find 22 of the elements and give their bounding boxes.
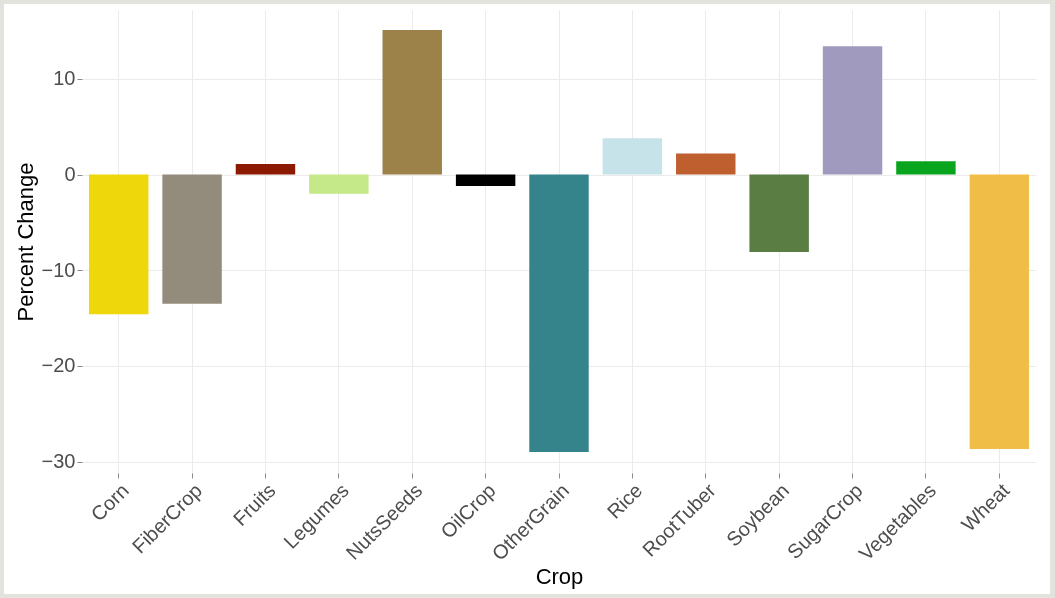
bar bbox=[676, 153, 736, 175]
bar bbox=[235, 164, 296, 175]
y-tick-label: −10 bbox=[41, 258, 76, 281]
x-axis-title: Crop bbox=[535, 563, 584, 589]
x-tick-label: Rice bbox=[602, 479, 647, 523]
bar bbox=[88, 174, 149, 315]
bar bbox=[382, 30, 442, 175]
bar bbox=[529, 174, 589, 452]
bar bbox=[602, 138, 663, 175]
bar bbox=[309, 174, 369, 194]
bar bbox=[455, 174, 516, 187]
bar bbox=[162, 174, 222, 304]
x-tick-label: Corn bbox=[86, 479, 133, 526]
bar bbox=[896, 161, 956, 175]
bar bbox=[969, 174, 1030, 450]
y-tick-label: −20 bbox=[41, 354, 76, 377]
bar bbox=[749, 174, 809, 253]
y-tick-label: 10 bbox=[53, 67, 76, 90]
y-axis-title: Percent Change bbox=[12, 162, 38, 322]
y-tick-label: 0 bbox=[64, 163, 76, 186]
y-tick-label: −30 bbox=[41, 450, 76, 473]
bar bbox=[822, 46, 883, 175]
